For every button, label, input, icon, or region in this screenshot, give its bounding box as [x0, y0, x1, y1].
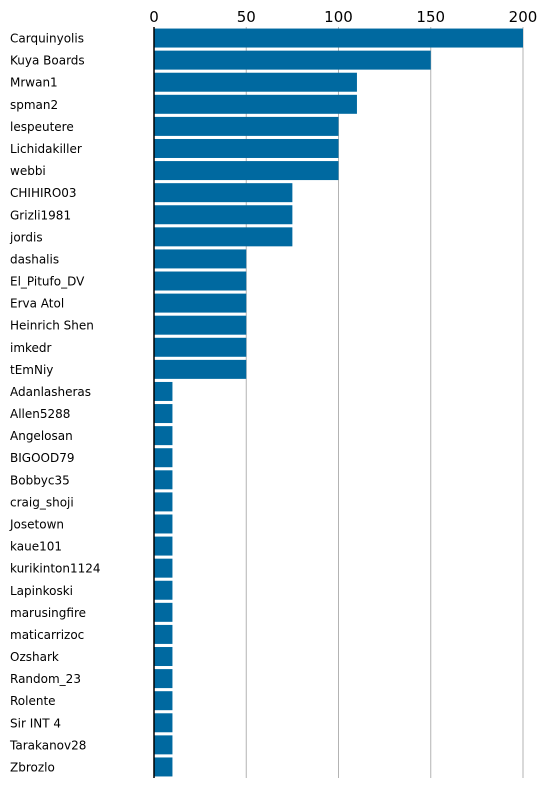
- category-label: kurikinton1124: [10, 562, 101, 576]
- category-label: Ozshark: [10, 650, 59, 664]
- bar: [154, 94, 357, 114]
- category-label: Lichidakiller: [10, 142, 82, 156]
- bar: [154, 28, 523, 48]
- bar: [154, 315, 247, 335]
- bar: [154, 448, 173, 468]
- bar: [154, 470, 173, 490]
- bar: [154, 669, 173, 689]
- bar: [154, 713, 173, 733]
- bar: [154, 426, 173, 446]
- x-tick-label: 100: [324, 8, 353, 26]
- category-label: Grizli1981: [10, 208, 71, 222]
- bar: [154, 492, 173, 512]
- category-label: Erva Atol: [10, 297, 64, 311]
- bar: [154, 735, 173, 755]
- category-label: webbi: [10, 164, 46, 178]
- category-label: lespeutere: [10, 120, 74, 134]
- bar: [154, 72, 357, 92]
- bar: [154, 161, 339, 181]
- category-label: Carquinyolis: [10, 32, 84, 46]
- category-label: Angelosan: [10, 429, 73, 443]
- category-label: Bobbyc35: [10, 473, 70, 487]
- bar: [154, 359, 247, 379]
- category-label: Heinrich Shen: [10, 319, 94, 333]
- category-label: craig_shoji: [10, 495, 74, 509]
- category-label: tEmNiy: [10, 363, 53, 377]
- bar: [154, 183, 293, 203]
- category-label: dashalis: [10, 252, 59, 266]
- category-label: CHIHIRO03: [10, 186, 77, 200]
- bar: [154, 647, 173, 667]
- bar: [154, 558, 173, 578]
- bar: [154, 580, 173, 600]
- x-tick-label: 50: [237, 8, 256, 26]
- bar: [154, 116, 339, 136]
- category-label: maticarrizoc: [10, 628, 84, 642]
- bar: [154, 381, 173, 401]
- bar: [154, 536, 173, 556]
- bar: [154, 337, 247, 357]
- category-label: Zbrozlo: [10, 760, 55, 774]
- x-tick-label: 150: [416, 8, 445, 26]
- category-label: Sir INT 4: [10, 716, 61, 730]
- category-labels: Carquinyolis Kuya Boards Mrwan1 spman2 lespe…: [9, 32, 101, 775]
- bar: [154, 514, 173, 534]
- bar: [154, 602, 173, 622]
- category-label: Random_23: [10, 672, 81, 686]
- category-label: BIGOOD79: [10, 451, 74, 465]
- x-axis-ticks: 0 50 100 150 200: [149, 8, 537, 26]
- bar: [154, 249, 247, 269]
- bar: [154, 205, 293, 225]
- bar: [154, 624, 173, 644]
- bar: [154, 138, 339, 158]
- bar: [154, 757, 173, 777]
- category-label: Adanlasheras: [10, 385, 91, 399]
- bar: [154, 404, 173, 424]
- category-label: kaue101: [10, 540, 62, 554]
- category-label: marusingfire: [10, 606, 86, 620]
- category-label: Rolente: [10, 694, 56, 708]
- category-label: spman2: [10, 98, 58, 112]
- category-label: Tarakanov28: [9, 738, 86, 752]
- category-label: Allen5288: [10, 407, 70, 421]
- category-label: Kuya Boards: [10, 54, 85, 68]
- category-label: Mrwan1: [10, 76, 58, 90]
- category-label: imkedr: [10, 341, 52, 355]
- category-label: El_Pitufo_DV: [10, 275, 85, 289]
- category-label: jordis: [9, 230, 43, 244]
- bar: [154, 50, 431, 70]
- bars: [154, 28, 523, 777]
- x-tick-label: 0: [149, 8, 159, 26]
- category-label: Lapinkoski: [10, 584, 73, 598]
- bar: [154, 271, 247, 291]
- bar: [154, 227, 293, 247]
- x-tick-label: 200: [509, 8, 538, 26]
- category-label: Josetown: [9, 517, 64, 531]
- bar: [154, 691, 173, 711]
- bar: [154, 293, 247, 313]
